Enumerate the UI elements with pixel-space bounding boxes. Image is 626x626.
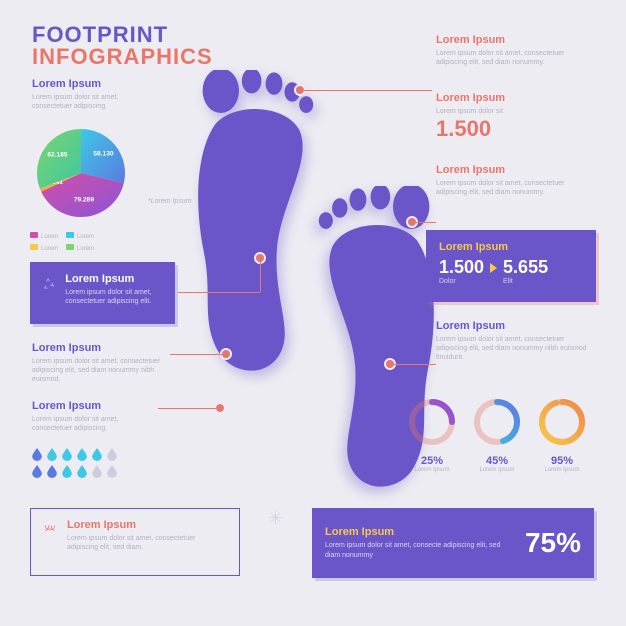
block-number: Lorem Ipsum Lorem ipsum dolor sit 1.500 [436, 92, 586, 142]
block-heading: Lorem Ipsum [439, 241, 583, 253]
callout-dot [296, 86, 304, 94]
pie-chart: 58.13079.2892.54162.185 [26, 118, 136, 228]
pie-legend: Lorem Lorem Lorem Lorem [30, 228, 94, 252]
leader-line [304, 90, 432, 91]
panel-compare: Lorem Ipsum 1.500 Dolor 5.655 Elit [426, 230, 596, 302]
block-heading: Lorem Ipsum [436, 164, 586, 176]
drop-icon [62, 448, 72, 461]
big-percentage: 75% [525, 527, 581, 559]
drop-icon [77, 448, 87, 461]
leader-line [178, 292, 260, 293]
panel-plant: Lorem Ipsum Lorem ipsum dolor sit amet, … [30, 508, 240, 576]
compare-label-1: Dolor [439, 278, 484, 285]
legend-item: Lorem [77, 234, 94, 240]
block-heading: Lorem Ipsum [436, 92, 586, 104]
callout-dot [386, 360, 394, 368]
leader-line [416, 222, 436, 223]
callout-dot [222, 350, 230, 358]
compare-label-2: Elit [503, 278, 548, 285]
pie-note: *Lorem Ipsum [148, 198, 192, 205]
leader-line [158, 408, 216, 409]
panel-recycle: Lorem Ipsum Lorem ipsum dolor sit amet, … [30, 262, 175, 324]
drop-icon [32, 465, 42, 478]
water-drops [32, 448, 119, 478]
title-line2: INFOGRAPHICS [32, 44, 213, 70]
drop-icon [32, 448, 42, 461]
block-heading: Lorem Ipsum [436, 320, 591, 332]
svg-text:79.289: 79.289 [74, 196, 95, 203]
block-body: Lorem ipsum dolor sit amet, consectetuer… [436, 335, 591, 362]
drop-icon [92, 448, 102, 461]
block-topright: Lorem Ipsum Lorem ipsum dolor sit amet, … [436, 34, 586, 67]
legend-item: Lorem [41, 246, 58, 252]
callout-dot [408, 218, 416, 226]
donut-chart: 45%Lorem Ipsum [470, 398, 524, 473]
drop-icon [47, 448, 57, 461]
compare-value-2: 5.655 [503, 257, 548, 278]
drop-icon [107, 465, 117, 478]
donut-chart: 25%Lorem Ipsum [405, 398, 459, 473]
block-body: Lorem ipsum dolor sit amet, consectetuer… [436, 179, 586, 197]
block-right3: Lorem Ipsum Lorem ipsum dolor sit amet, … [436, 320, 591, 362]
block-body: Lorem ipsum dolor sit [436, 107, 586, 116]
block-heading: Lorem Ipsum [436, 34, 586, 46]
block-body: Lorem ipsum dolor sit amet, consectetuer… [65, 288, 162, 306]
block-body: Lorem ipsum dolor sit amet, consectetuer… [32, 93, 147, 111]
block-heading: Lorem Ipsum [32, 78, 147, 90]
block-leftmid: Lorem Ipsum Lorem ipsum dolor sit amet, … [32, 342, 167, 384]
drop-icon [62, 465, 72, 478]
drop-icon [47, 465, 57, 478]
big-number: 1.500 [436, 116, 586, 142]
block-heading: Lorem Ipsum [67, 519, 227, 531]
block-heading: Lorem Ipsum [65, 273, 162, 285]
block-heading: Lorem Ipsum [32, 342, 167, 354]
leader-line [394, 364, 436, 365]
block-body: Lorem ipsum dolor sit amet, consectetuer… [67, 534, 227, 552]
svg-text:62.185: 62.185 [47, 152, 68, 159]
callout-dot [256, 254, 264, 262]
block-leftlower: Lorem Ipsum Lorem ipsum dolor sit amet, … [32, 400, 152, 433]
burst-icon: ✳ [268, 508, 283, 529]
block-body: Lorem ipsum dolor sit amet, consectetuer… [32, 415, 152, 433]
leader-line [260, 262, 261, 292]
callout-dot [216, 404, 224, 412]
compare-value-1: 1.500 [439, 257, 484, 278]
svg-text:58.130: 58.130 [93, 150, 114, 157]
block-body: Lorem ipsum dolor sit amet, consectetuer… [32, 357, 167, 384]
leader-line [170, 354, 222, 355]
page-title: FOOTPRINT INFOGRAPHICS [32, 22, 213, 70]
legend-item: Lorem [77, 246, 94, 252]
block-heading: Lorem Ipsum [32, 400, 152, 412]
panel-percentage: Lorem Ipsum Lorem ipsum dolor sit amet, … [312, 508, 594, 578]
block-heading: Lorem Ipsum [325, 526, 511, 538]
triangle-icon [490, 263, 497, 273]
legend-item: Lorem [41, 234, 58, 240]
drop-icon [77, 465, 87, 478]
block-body: Lorem ipsum dolor sit amet, consecte adi… [325, 541, 511, 559]
recycle-icon [43, 273, 55, 295]
plant-icon [43, 519, 57, 533]
block-right2: Lorem Ipsum Lorem ipsum dolor sit amet, … [436, 164, 586, 197]
block-topleft: Lorem Ipsum Lorem ipsum dolor sit amet, … [32, 78, 147, 111]
block-body: Lorem ipsum dolor sit amet, consectetuer… [436, 49, 586, 67]
drop-icon [92, 465, 102, 478]
donut-chart: 95%Lorem Ipsum [535, 398, 589, 473]
drop-icon [107, 448, 117, 461]
